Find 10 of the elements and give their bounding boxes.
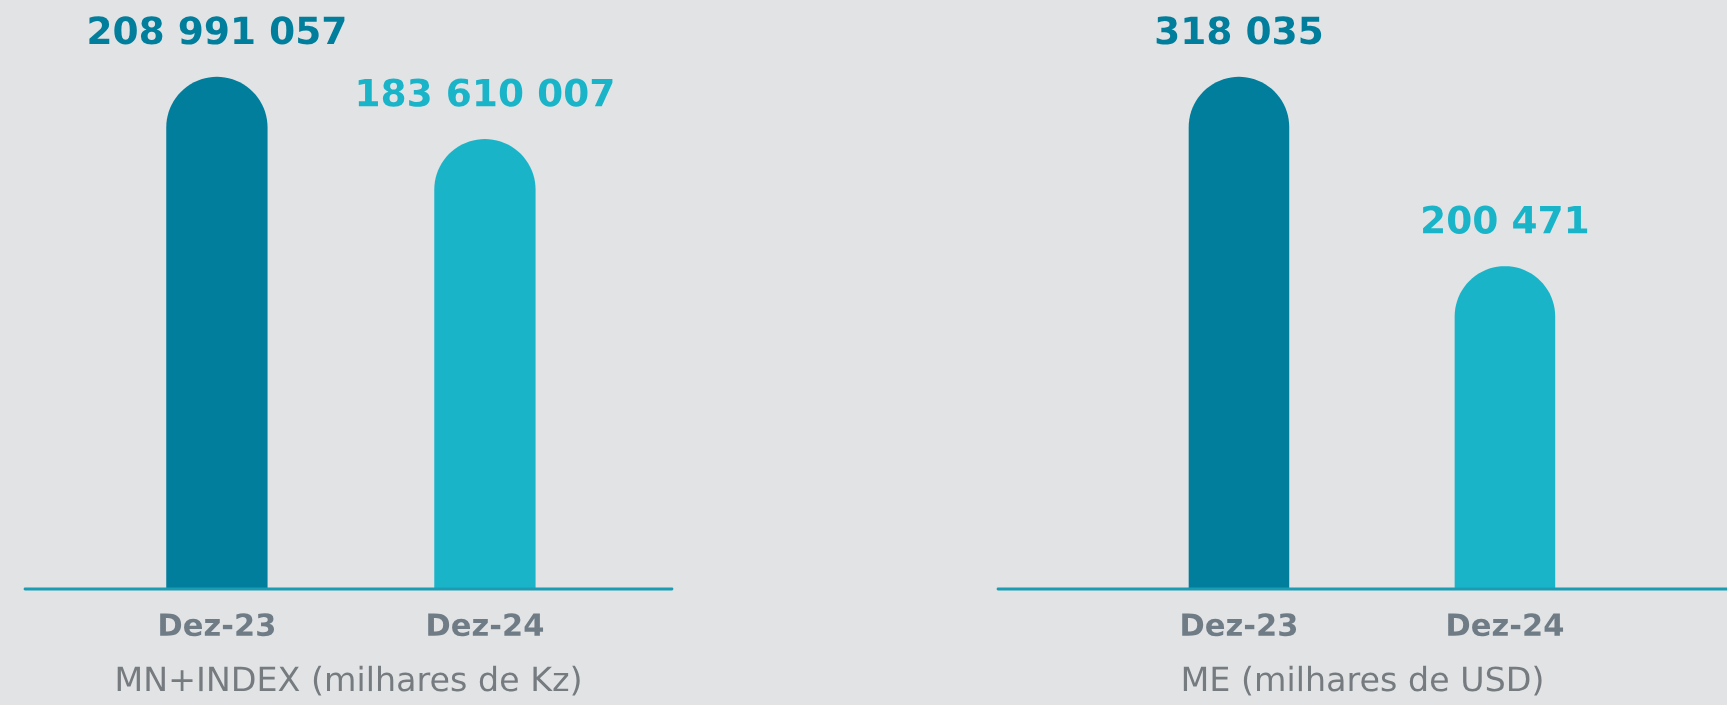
data-label: 208 991 057 xyxy=(89,16,345,45)
x-tick-label: Dez-23 xyxy=(1182,613,1297,637)
x-axis-title: ME (milhares de USD) xyxy=(1183,665,1542,696)
data-label: 318 035 xyxy=(1156,16,1322,45)
data-label: 183 610 007 xyxy=(358,78,613,107)
x-tick-label: Dez-23 xyxy=(160,613,275,637)
x-axis-title: MN+INDEX (milhares de Kz) xyxy=(117,665,580,696)
data-label: 200 471 xyxy=(1423,205,1588,234)
x-tick-label: Dez-24 xyxy=(1448,613,1564,637)
x-tick-label: Dez-24 xyxy=(428,613,544,637)
